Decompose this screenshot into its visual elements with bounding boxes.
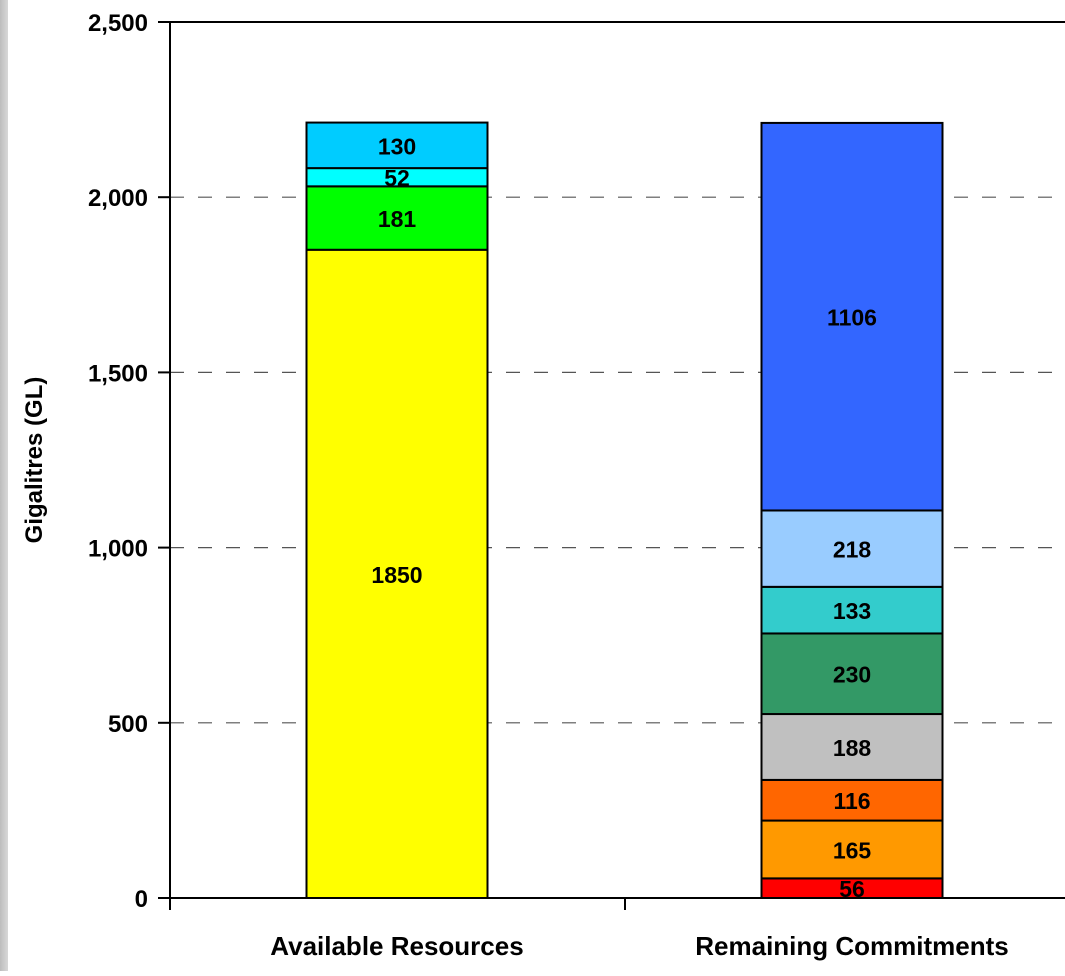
x-tick-label: Remaining Commitments <box>695 931 1009 961</box>
bar-segment <box>760 713 944 781</box>
data-label: 1850 <box>371 562 422 588</box>
y-tick-label: 1,000 <box>88 536 148 563</box>
data-label: 1106 <box>827 305 877 331</box>
bars <box>305 121 944 900</box>
bar-segment <box>760 585 944 635</box>
bar-segment <box>760 632 944 716</box>
data-labels: 1850 181 52 130 56 165 116 188 230 133 218 1106 <box>371 133 877 902</box>
data-label: 165 <box>833 837 872 863</box>
data-label: 218 <box>833 537 872 563</box>
data-label: 130 <box>378 133 416 159</box>
tick-labels: 0 500 1,000 1,500 2,000 2,500 Available Resour… <box>88 10 1009 961</box>
bar-segment <box>760 819 944 880</box>
data-label: 52 <box>384 165 410 191</box>
y-tick-label: 500 <box>108 711 148 738</box>
y-tick-label: 0 <box>135 886 148 913</box>
data-label: 116 <box>833 788 870 814</box>
y-axis-label: Gigalitres (GL) <box>21 377 48 544</box>
bar-segment <box>760 121 944 512</box>
window-edge <box>0 0 8 971</box>
bar-segment <box>305 185 489 251</box>
data-label: 188 <box>833 735 872 761</box>
y-tick-label: 2,000 <box>88 185 148 212</box>
data-label: 56 <box>839 876 865 902</box>
data-label: 133 <box>833 598 871 624</box>
bar-segment <box>305 248 489 899</box>
bar-segment <box>760 778 944 822</box>
bar-segment <box>305 121 489 170</box>
data-label: 230 <box>833 662 871 688</box>
y-tick-label: 2,500 <box>88 10 148 37</box>
y-tick-label: 1,500 <box>88 360 148 387</box>
bar-segment <box>760 509 944 588</box>
data-label: 181 <box>378 206 417 232</box>
x-tick-label: Available Resources <box>270 931 523 961</box>
